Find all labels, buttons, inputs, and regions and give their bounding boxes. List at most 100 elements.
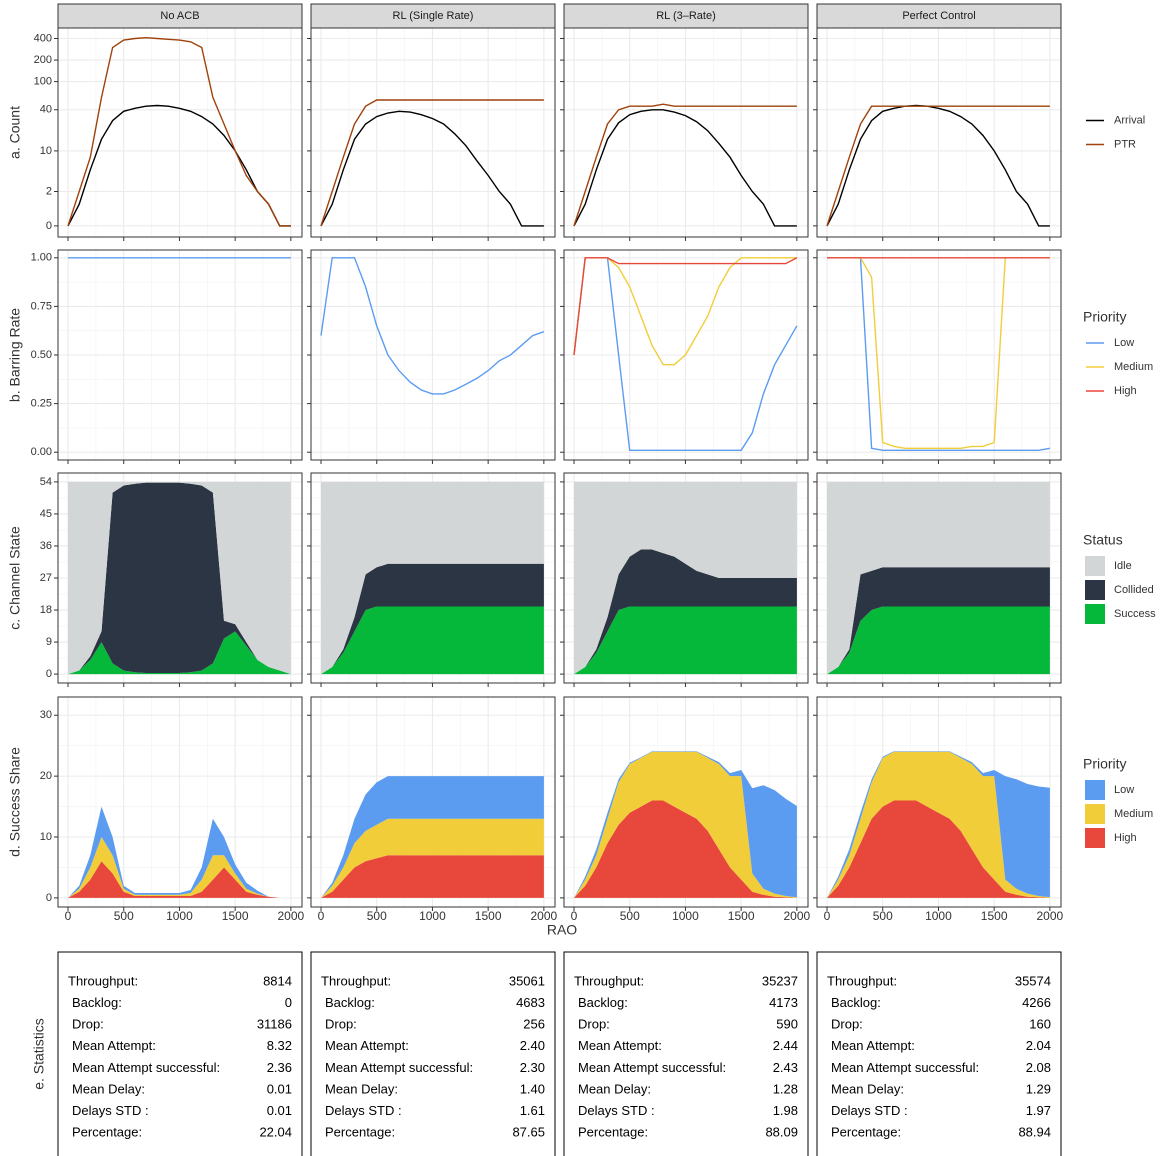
statistics-value: 2.36 [267,1060,292,1075]
panel-border [563,472,809,684]
statistics-row-label: Delays STD : [831,1103,908,1118]
panel-border [57,472,303,684]
legend-label: Low [1114,784,1134,796]
statistics-value: 2.04 [1026,1038,1051,1053]
y-tick-label: 100 [34,76,52,88]
facet-strip: Perfect Control [816,3,1062,29]
statistics-row-label: Delays STD : [72,1103,149,1118]
y-tick-label: 0.75 [31,300,52,312]
statistics-row-label: Percentage: [831,1125,901,1140]
panel-border [310,27,556,238]
legend-label: High [1114,385,1137,397]
panel-border [816,696,1062,908]
statistics-value: 4683 [516,995,545,1010]
facet-title: RL (Single Rate) [393,10,474,22]
stacked-area [321,855,544,898]
statistics-row-label: Mean Delay: [578,1081,651,1096]
y-tick-label: 0.00 [31,446,52,458]
statistics-box [57,951,303,1156]
y-tick-label: 400 [34,32,52,44]
legend-key [1085,828,1105,848]
x-tick-label: 0 [318,909,325,923]
stacked-area [68,631,291,675]
stacked-area [321,818,544,898]
stacked-area [321,481,544,675]
x-tick-label: 1500 [475,909,502,923]
data-line [573,109,797,227]
y-tick-label: 20 [40,770,52,782]
y-tick-label: 54 [40,476,52,488]
statistics-row-label: Drop: [578,1017,610,1032]
legend-title: Priority [1083,309,1127,325]
statistics-value: 8814 [263,973,292,988]
statistics-row-label: Throughput: [68,973,138,988]
statistics-value: 88.94 [1018,1125,1051,1140]
x-tick-label: 1000 [166,909,193,923]
stacked-area [321,563,544,675]
facet-title: RL (3–Rate) [656,10,716,22]
stacked-area [321,606,544,675]
stacked-area [68,806,291,898]
statistics-value: 1.61 [520,1103,545,1118]
statistics-row-label: Backlog: [325,995,375,1010]
x-tick-label: 2000 [278,909,305,923]
statistics-value: 1.29 [1026,1081,1051,1096]
stacked-area [68,481,291,675]
panel-border [816,27,1062,238]
data-line [573,257,798,451]
stacked-area [321,776,544,898]
panel-border [563,696,809,908]
legend-key [1085,780,1105,800]
y-tick-label: 36 [40,540,52,552]
legend-key [1085,804,1105,824]
strip-background [816,3,1062,29]
stacked-area [574,800,797,898]
x-tick-label: 2000 [784,909,811,923]
data-line [320,99,544,227]
y-tick-label: 10 [40,831,52,843]
y-tick-label: 10 [40,145,52,157]
statistics-value: 590 [776,1017,798,1032]
statistics-row-label: Mean Delay: [325,1081,398,1096]
x-tick-label: 500 [114,909,134,923]
stacked-area [574,481,797,675]
statistics-value: 1.97 [1026,1103,1051,1118]
legend-label: Low [1114,337,1134,349]
legend-label: Medium [1114,361,1153,373]
stacked-area [574,549,797,675]
statistics-row-label: Mean Delay: [72,1081,145,1096]
x-tick-label: 2000 [1037,909,1064,923]
legend-label: PTR [1114,138,1136,150]
y-tick-label: 2 [46,185,52,197]
y-tick-label: 27 [40,572,52,584]
statistics-row-label: Mean Attempt: [831,1038,915,1053]
data-line [67,104,291,227]
statistics-row-label: Throughput: [574,973,644,988]
y-axis-title: d. Success Share [7,747,23,857]
legend-title: Priority [1083,756,1127,772]
statistics-row-label: Backlog: [578,995,628,1010]
y-tick-label: 40 [40,104,52,116]
statistics-value: 1.98 [773,1103,798,1118]
x-tick-label: 1000 [419,909,446,923]
statistics-value: 0.01 [267,1103,292,1118]
stacked-area [574,751,797,898]
statistics-row-label: Throughput: [827,973,897,988]
legend-key [1085,604,1105,624]
strip-background [310,3,556,29]
statistics-value: 1.28 [773,1081,798,1096]
legend-label: Medium [1114,808,1153,820]
facet-strip: RL (Single Rate) [310,3,556,29]
data-line [573,257,797,366]
statistics-row-label: Percentage: [325,1125,395,1140]
data-line [67,36,291,227]
statistics-row-label: Mean Attempt: [578,1038,662,1053]
x-tick-label: 500 [620,909,640,923]
statistics-value: 4266 [1022,995,1051,1010]
statistics-row-label: Drop: [72,1017,104,1032]
y-tick-label: 0 [46,668,52,680]
panel-border [816,249,1062,461]
statistics-value: 35574 [1015,973,1051,988]
statistics-value: 2.40 [520,1038,545,1053]
statistics-value: 0 [285,995,292,1010]
